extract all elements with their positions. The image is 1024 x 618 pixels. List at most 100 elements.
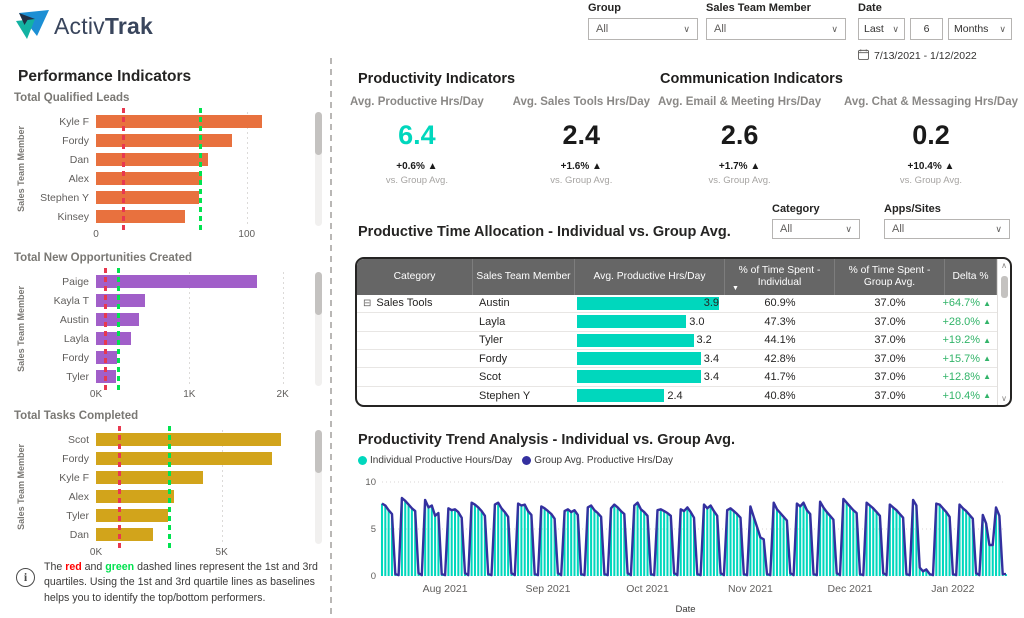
bar[interactable] — [96, 452, 272, 465]
chart-scrollbar[interactable] — [315, 112, 322, 226]
legend-label: Individual Productive Hours/Day — [370, 455, 513, 466]
member-filter-dropdown[interactable]: All ∨ — [706, 18, 846, 40]
apps-filter-dropdown[interactable]: All ∨ — [884, 219, 1010, 239]
quartile-note-text: The red and green dashed lines represent… — [44, 561, 318, 604]
info-icon[interactable]: i — [16, 568, 35, 587]
table-row[interactable]: Stephen Y 2.4 40.8% 37.0% +10.4% ▲ — [357, 387, 997, 405]
y-axis-label: Sales Team Member — [16, 126, 26, 212]
communication-kpis: Avg. Email & Meeting Hrs/Day 2.6 +1.7% ▲ vs… — [658, 96, 1018, 186]
delta-cell: +28.0% ▲ — [942, 315, 991, 328]
performance-chart: Total New Opportunities Created Sales Tea… — [14, 252, 322, 404]
bar[interactable] — [96, 210, 185, 223]
category-label: Kinsey — [57, 210, 89, 223]
gridline — [189, 272, 191, 386]
category-label: Austin — [59, 313, 89, 326]
individual-pct-cell: 42.8% — [764, 352, 796, 365]
hours-bar[interactable] — [577, 352, 701, 366]
kpi-card: Avg. Productive Hrs/Day 6.4 +0.6% ▲ vs. Gro… — [350, 96, 484, 186]
category-label: Alex — [68, 490, 89, 503]
kpi-subtext: vs. Group Avg. — [899, 175, 963, 186]
table-scrollbar[interactable]: ∧ ∨ — [997, 259, 1010, 405]
category-filter-dropdown[interactable]: All ∨ — [772, 219, 860, 239]
scroll-up-icon[interactable]: ∧ — [1001, 261, 1007, 270]
date-unit-dropdown[interactable]: Months ∨ — [948, 18, 1012, 40]
delta-up-icon: ▲ — [983, 391, 991, 401]
sort-desc-icon[interactable]: ▼ — [732, 285, 739, 293]
bar[interactable] — [96, 294, 145, 307]
hours-bar[interactable] — [577, 333, 694, 347]
hours-bar[interactable] — [577, 315, 687, 329]
x-tick-label: Jan 2022 — [931, 583, 974, 595]
legend-item[interactable]: Individual Productive Hours/Day — [358, 455, 512, 466]
chart-title: Total New Opportunities Created — [14, 252, 193, 264]
gridline — [221, 430, 223, 544]
group-pct-cell: 37.0% — [874, 297, 906, 310]
gridline — [246, 112, 248, 226]
column-header[interactable]: Category — [357, 259, 473, 295]
group-filter-dropdown[interactable]: All ∨ — [588, 18, 698, 40]
chevron-down-icon: ∨ — [683, 23, 690, 34]
table-row[interactable]: Fordy 3.4 42.8% 37.0% +15.7% ▲ — [357, 350, 997, 369]
bar[interactable] — [96, 490, 174, 503]
category-label: Fordy — [62, 134, 89, 147]
kpi-card: Avg. Email & Meeting Hrs/Day 2.6 +1.7% ▲ vs… — [658, 96, 821, 186]
quartile-note: i The red and green dashed lines represe… — [16, 560, 322, 606]
bar[interactable] — [96, 191, 199, 204]
bar[interactable] — [96, 153, 208, 166]
group-avg-line-series[interactable] — [381, 496, 1006, 577]
group-filter-label: Group — [588, 2, 621, 14]
bar[interactable] — [96, 433, 281, 446]
hours-bar[interactable] — [577, 296, 719, 310]
scrollbar-thumb[interactable] — [1000, 276, 1008, 298]
individual-pct-cell: 47.3% — [764, 315, 796, 328]
bar[interactable] — [96, 275, 258, 288]
bar[interactable] — [96, 528, 153, 541]
trend-chart[interactable]: 10 5 0 Aug 2021 Sep 2021 Oct 2021 Nov 2021 Dec … — [356, 472, 1014, 602]
table-row[interactable]: ⊟ Sales Tools Austin 3.9 60.9% 37.0% +64.7% ▲ — [357, 295, 997, 314]
kpi-label: Avg. Sales Tools Hrs/Day — [512, 96, 650, 108]
trend-x-axis-label: Date — [675, 604, 696, 615]
column-header[interactable]: % of Time Spent - Group Avg. — [835, 259, 945, 295]
hours-cell: 3.4 — [575, 350, 725, 367]
member-cell: Austin — [479, 297, 510, 310]
chart-scrollbar[interactable] — [315, 430, 322, 544]
column-header[interactable]: % of Time Spent - Individual ▼ — [725, 259, 835, 295]
table-row[interactable]: Layla 3.0 47.3% 37.0% +28.0% ▲ — [357, 313, 997, 332]
table-row[interactable]: Scot 3.4 41.7% 37.0% +12.8% ▲ — [357, 368, 997, 387]
bar[interactable] — [96, 115, 262, 128]
group-pct-cell: 37.0% — [874, 370, 906, 383]
collapse-icon[interactable]: ⊟ — [363, 297, 372, 309]
bar[interactable] — [96, 509, 168, 522]
category-label: Fordy — [62, 351, 89, 364]
quartile-1-line — [118, 426, 122, 548]
table-header-row: Category Sales Team Member Avg. Productive… — [357, 259, 997, 295]
legend-item[interactable]: Group Avg. Productive Hrs/Day — [522, 455, 673, 466]
scroll-down-icon[interactable]: ∨ — [1001, 394, 1007, 403]
bar[interactable] — [96, 471, 203, 484]
x-tick-label: 1K — [183, 389, 196, 400]
legend-label: Group Avg. Productive Hrs/Day — [534, 455, 674, 466]
column-header[interactable]: Avg. Productive Hrs/Day — [575, 259, 725, 295]
legend-dot-icon — [522, 456, 532, 465]
trend-title: Productivity Trend Analysis - Individual… — [358, 432, 736, 448]
chart-scrollbar[interactable] — [315, 272, 322, 386]
bar[interactable] — [96, 134, 232, 147]
trend-legend: Individual Productive Hours/Day Group Avg… — [358, 455, 673, 466]
date-count-input[interactable]: 6 — [910, 18, 943, 40]
category-label: Kyle F — [59, 471, 89, 484]
quartile-3-line — [116, 268, 120, 390]
bar[interactable] — [96, 172, 202, 185]
member-cell: Stephen Y — [479, 389, 531, 402]
group-pct-cell: 37.0% — [874, 315, 906, 328]
delta-cell: +19.2% ▲ — [942, 334, 991, 347]
column-header[interactable]: Sales Team Member — [473, 259, 575, 295]
communication-indicators-title: Communication Indicators — [660, 71, 843, 87]
table-row[interactable]: Tyler 3.2 44.1% 37.0% +19.2% ▲ — [357, 332, 997, 350]
hours-bar[interactable] — [577, 389, 665, 403]
individual-pct-cell: 60.9% — [764, 297, 796, 310]
bar[interactable] — [96, 332, 132, 345]
column-header[interactable]: Delta % — [945, 259, 997, 295]
date-mode-dropdown[interactable]: Last ∨ — [858, 18, 905, 40]
hours-bar[interactable] — [577, 370, 701, 384]
delta-cell: +12.8% ▲ — [942, 370, 991, 383]
